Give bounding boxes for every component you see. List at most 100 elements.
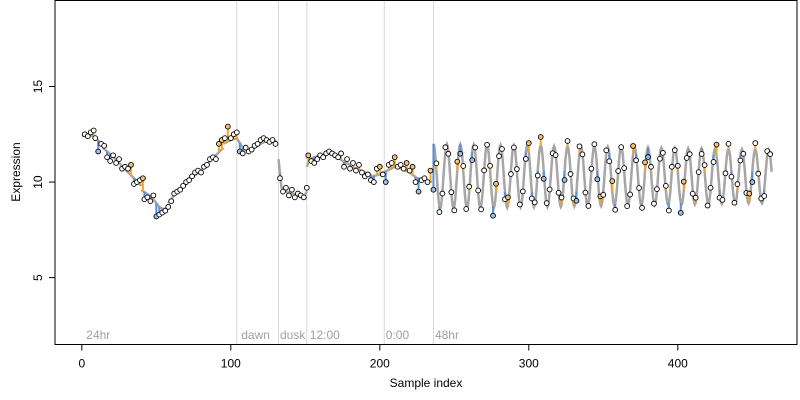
- data-point: [499, 146, 505, 152]
- data-point: [666, 207, 672, 214]
- data-point: [481, 167, 487, 174]
- y-tick-label: 5: [31, 274, 45, 281]
- data-point: [353, 167, 359, 174]
- data-point: [177, 186, 184, 193]
- x-tick-label: 300: [519, 357, 539, 371]
- data-point: [292, 194, 298, 201]
- data-point: [421, 175, 428, 182]
- data-point: [344, 156, 350, 162]
- y-axis-title: Expression: [9, 142, 23, 201]
- points-layer: [81, 123, 774, 220]
- data-point: [561, 177, 568, 183]
- data-point: [680, 178, 687, 185]
- data-point: [350, 160, 356, 166]
- data-point: [104, 154, 110, 161]
- data-point: [371, 179, 377, 185]
- data-point: [585, 203, 592, 209]
- data-point: [722, 170, 729, 177]
- data-point: [347, 165, 353, 172]
- data-point: [277, 175, 283, 182]
- data-point: [165, 204, 172, 210]
- data-point: [695, 169, 702, 175]
- data-point: [579, 151, 586, 158]
- data-point: [92, 135, 99, 141]
- data-point: [406, 167, 413, 174]
- data-point: [603, 147, 610, 154]
- data-point: [755, 170, 762, 177]
- x-tick-label: 0: [78, 357, 85, 371]
- data-point: [627, 191, 633, 198]
- data-point: [303, 184, 310, 191]
- data-point: [198, 169, 204, 176]
- data-point: [514, 166, 520, 172]
- data-point: [412, 179, 419, 185]
- data-point: [448, 189, 455, 196]
- data-point: [457, 150, 464, 157]
- data-point: [242, 144, 249, 151]
- data-point: [487, 162, 493, 169]
- data-point: [609, 178, 616, 184]
- data-point: [280, 188, 286, 195]
- data-point: [642, 159, 648, 166]
- data-point: [144, 194, 151, 201]
- data-point: [564, 138, 571, 144]
- data-point: [633, 157, 639, 164]
- data-point: [254, 140, 261, 147]
- data-point: [686, 151, 693, 158]
- data-point: [576, 143, 583, 150]
- data-point: [168, 198, 175, 205]
- data-point: [508, 171, 514, 177]
- data-point: [558, 194, 565, 201]
- data-point: [707, 184, 714, 191]
- data-point: [636, 185, 642, 191]
- data-point: [442, 144, 449, 151]
- data-point: [639, 205, 645, 211]
- data-point: [519, 188, 526, 195]
- data-point: [427, 167, 434, 174]
- data-point: [630, 143, 636, 149]
- y-axis: 5 10 15: [31, 80, 56, 281]
- data-point: [528, 195, 535, 202]
- data-point: [300, 194, 307, 201]
- data-point: [734, 181, 741, 188]
- data-point: [657, 155, 663, 162]
- data-point: [645, 154, 651, 160]
- data-point: [128, 162, 134, 168]
- data-point: [430, 186, 437, 193]
- data-point: [618, 144, 625, 150]
- data-point: [272, 140, 279, 147]
- y-tick-label: 15: [31, 80, 45, 94]
- data-point: [436, 209, 443, 215]
- data-point: [382, 179, 389, 185]
- data-point: [289, 186, 295, 193]
- data-point: [710, 159, 717, 165]
- data-point: [445, 150, 452, 157]
- data-point: [388, 160, 395, 166]
- data-point: [555, 189, 562, 196]
- data-point: [110, 152, 116, 159]
- data-point: [767, 151, 774, 158]
- data-point: [594, 176, 601, 183]
- y-tick-label: 10: [31, 175, 45, 189]
- data-point: [147, 198, 154, 205]
- data-point: [540, 175, 547, 182]
- data-point: [761, 193, 768, 199]
- data-point: [454, 158, 461, 165]
- data-point: [451, 207, 458, 214]
- data-point: [90, 127, 97, 134]
- data-point: [621, 165, 628, 171]
- data-point: [704, 202, 711, 209]
- data-point: [113, 160, 119, 166]
- data-point: [552, 152, 559, 158]
- data-point: [740, 150, 747, 157]
- data-point: [692, 194, 699, 201]
- data-point: [224, 123, 231, 130]
- data-point: [606, 158, 613, 165]
- data-point: [314, 156, 321, 162]
- data-point: [478, 206, 484, 213]
- data-point: [415, 188, 422, 195]
- data-point: [320, 154, 327, 161]
- data-point: [517, 201, 523, 208]
- time-annotation: dusk: [280, 328, 306, 342]
- data-point: [728, 173, 735, 180]
